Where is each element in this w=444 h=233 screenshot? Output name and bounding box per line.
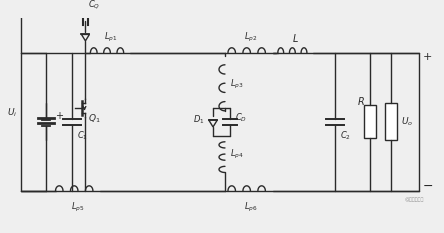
Bar [364, 105, 376, 138]
Text: $U_i$: $U_i$ [7, 106, 18, 119]
Bar [385, 103, 397, 140]
Text: $D_1$: $D_1$ [194, 114, 205, 126]
Text: $L_{p6}$: $L_{p6}$ [244, 201, 257, 214]
Text: $C_Q$: $C_Q$ [88, 0, 101, 11]
Text: $U_o$: $U_o$ [401, 116, 414, 128]
Text: −: − [422, 180, 433, 193]
Text: $C_1$: $C_1$ [77, 129, 88, 142]
Text: +: + [56, 111, 63, 121]
Text: $L$: $L$ [292, 32, 299, 44]
Text: $L_{p1}$: $L_{p1}$ [103, 31, 117, 44]
Text: $L_{p5}$: $L_{p5}$ [71, 201, 85, 214]
Text: $Q_1$: $Q_1$ [88, 113, 101, 125]
Text: $L_{p2}$: $L_{p2}$ [244, 31, 257, 44]
Text: $C_D$: $C_D$ [235, 111, 247, 123]
Text: $L_{p3}$: $L_{p3}$ [230, 78, 244, 91]
Text: $C_2$: $C_2$ [340, 129, 351, 142]
Text: @中技博客园: @中技博客园 [405, 197, 424, 202]
Text: $L_{p4}$: $L_{p4}$ [230, 147, 244, 161]
Text: $R$: $R$ [357, 95, 365, 107]
Text: +: + [422, 52, 432, 62]
